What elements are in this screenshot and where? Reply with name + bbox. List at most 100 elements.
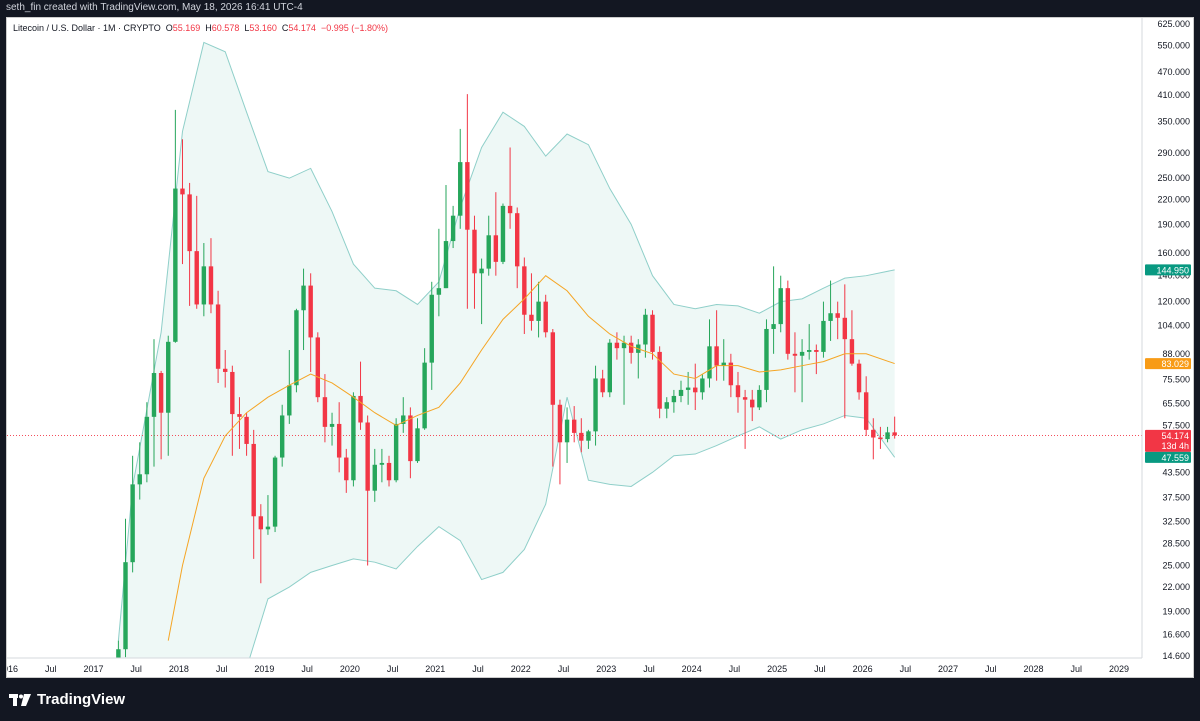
candle-body [764,328,769,390]
candle-body [393,423,399,481]
candle-body [187,194,192,252]
candle-body [750,399,755,408]
y-tick-label: 25.000 [1162,561,1190,571]
tradingview-logo-icon [9,693,31,706]
chart[interactable]: 625.000 550.000 470.000 410.000 350.000 290.0… [7,18,1193,677]
candle-body [707,346,712,379]
candle-body [201,266,207,305]
candle-body [386,462,392,481]
candle-body [408,415,413,462]
candle-body [579,432,584,441]
tradingview-logo[interactable]: TradingView [9,691,125,708]
candle-body [158,373,164,413]
footer-brand: TradingView [37,691,126,708]
candle-body [628,342,634,353]
y-tick-label: 140.000 [1157,271,1190,281]
y-tick-label: 16.600 [1162,629,1190,639]
y-tick-label: 32.500 [1162,516,1190,526]
last-price-tag-bg [1145,429,1191,452]
candle-body [714,346,719,366]
candle-body [607,342,612,393]
candle-body [308,285,313,338]
candle-body [180,188,185,195]
candle-body [230,371,235,415]
y-tick-label: 88.000 [1162,349,1190,359]
x-tick-label: Jul [643,664,655,674]
x-tick-label: 2018 [169,664,189,674]
x-tick-label: 2016 [7,664,18,674]
candle-body [472,229,477,274]
candle-body [379,462,385,465]
x-tick-label: Jul [900,664,912,674]
candle-body [571,419,577,433]
y-tick-label: 190.000 [1157,219,1190,229]
legend-symbol: Litecoin / U.S. Dollar · 1M · CRYPTO [13,23,161,33]
x-tick-label: 2017 [83,664,103,674]
candle-body [287,385,292,416]
y-tick-label: 625.000 [1157,19,1190,29]
candle-body [828,313,833,321]
candle-body [771,324,776,329]
x-tick-label: Jul [301,664,313,674]
y-tick-label: 410.000 [1157,90,1190,100]
candle-body [593,378,598,432]
y-tick-label: 220.000 [1157,195,1190,205]
candle-body [116,649,121,658]
x-tick-label: Jul [45,664,57,674]
candle-body [265,526,271,530]
chart-frame: 625.000 550.000 470.000 410.000 350.000 290.0… [6,17,1194,678]
candle-body [436,288,442,295]
candle-body [336,423,342,458]
candle-body [244,416,249,444]
candle-body [479,268,484,274]
candle-body [550,332,556,405]
candle-body [208,266,214,305]
y-tick-label: 350.000 [1157,117,1190,127]
candle-body [415,428,420,462]
ma-tag-bg [1145,358,1191,370]
lower-band-line [249,397,896,658]
last-price-tag: 54.174 [1161,431,1189,441]
candle-body [892,432,897,436]
x-tick-label: Jul [985,664,997,674]
candle-body [878,437,883,440]
candle-body [557,404,563,443]
x-tick-label: 2021 [425,664,445,674]
y-tick-label: 104.000 [1157,321,1190,331]
candle-body [322,397,328,427]
candle-body [173,188,178,342]
lower-band-tag: 47.559 [1161,453,1189,463]
x-tick-label: Jul [814,664,826,674]
candle-body [450,215,456,242]
x-tick-label: 2019 [254,664,274,674]
y-tick-label: 22.000 [1162,582,1190,592]
upper-band-tag: 144.950 [1156,265,1189,275]
candle-body [315,337,321,398]
legend-low: 53.160 [249,23,277,33]
candle-body [657,351,662,409]
candle-body [564,419,570,443]
candle-body [137,474,142,485]
candle-body [223,368,228,372]
x-tick-label: 2025 [767,664,787,674]
y-tick-label: 470.000 [1157,67,1190,77]
legend-change: −0.995 (−1.80%) [320,23,389,33]
bollinger-band-fill [118,42,895,658]
candle-body [515,213,520,267]
candle-body [643,314,648,345]
candle-body [279,415,285,458]
candle-body [151,373,157,417]
candle-body [522,266,527,315]
y-tick-label: 160.000 [1157,248,1190,258]
header-credit: seth_fin created with TradingView.com, M… [6,2,303,13]
candle-body [401,415,406,424]
candle-body [678,389,684,396]
candle-body [693,387,698,393]
candle-body [842,317,848,340]
candle-body [799,351,805,356]
candle-body [422,362,427,429]
y-tick-label: 290.000 [1157,148,1190,158]
candle-body [885,432,890,440]
candle-body [443,241,449,289]
candle-body [500,205,506,262]
